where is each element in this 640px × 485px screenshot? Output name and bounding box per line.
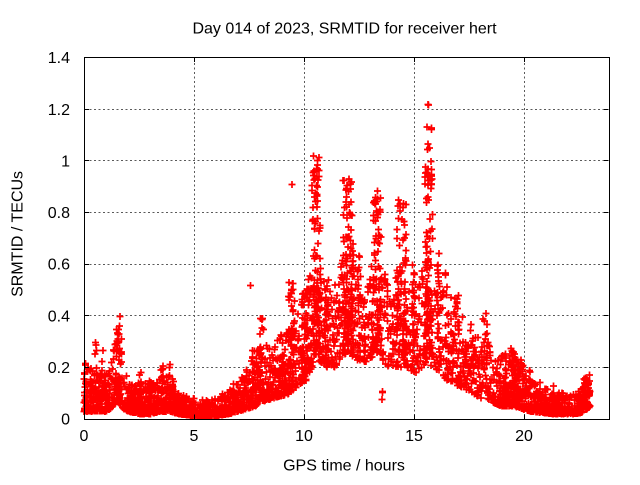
svg-text:SRMTID / TECUs: SRMTID / TECUs (10, 171, 27, 297)
svg-text:15: 15 (405, 428, 423, 445)
svg-text:0.4: 0.4 (48, 308, 70, 325)
svg-text:5: 5 (190, 428, 199, 445)
svg-text:10: 10 (295, 428, 313, 445)
svg-text:GPS time / hours: GPS time / hours (283, 458, 405, 475)
svg-text:0.8: 0.8 (48, 205, 70, 222)
svg-text:1: 1 (61, 153, 70, 170)
svg-text:1.2: 1.2 (48, 102, 70, 119)
svg-text:0.6: 0.6 (48, 257, 70, 274)
svg-text:Day 014 of 2023, SRMTID for re: Day 014 of 2023, SRMTID for receiver her… (192, 21, 497, 38)
svg-text:0: 0 (61, 412, 70, 429)
svg-text:0: 0 (80, 428, 89, 445)
svg-text:0.2: 0.2 (48, 360, 70, 377)
svg-text:1.4: 1.4 (48, 50, 70, 67)
svg-text:20: 20 (515, 428, 533, 445)
